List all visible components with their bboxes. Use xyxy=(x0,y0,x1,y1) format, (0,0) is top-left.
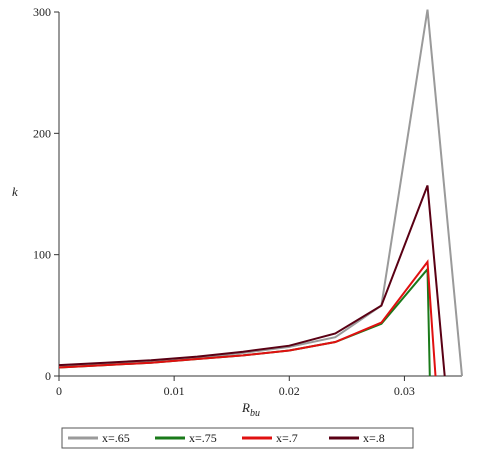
legend-label-4: x=.8 xyxy=(363,431,385,445)
series-lines xyxy=(58,9,463,377)
series-line-1 xyxy=(58,9,463,377)
x-axis-label-main: R xyxy=(241,400,250,415)
legend-box xyxy=(61,427,414,449)
legend: x=.65 x=.75 x=.7 x=.8 xyxy=(61,427,414,449)
axes xyxy=(58,12,462,377)
series-line-3 xyxy=(58,259,437,377)
x-ticks: 0 0.01 0.02 0.03 xyxy=(56,376,415,398)
legend-items: x=.65 x=.75 x=.7 x=.8 xyxy=(68,431,385,445)
x-tick-label: 0 xyxy=(56,384,62,398)
y-tick-label: 0 xyxy=(45,369,51,383)
y-ticks: 0 100 200 300 xyxy=(33,5,59,383)
series-line-2 xyxy=(58,266,431,377)
legend-label-3: x=.7 xyxy=(276,431,298,445)
x-tick-label: 0.02 xyxy=(279,384,300,398)
x-axis-label: Rbu xyxy=(241,400,260,419)
y-tick-label: 100 xyxy=(33,248,51,262)
y-axis-label: k xyxy=(12,184,18,199)
legend-label-1: x=.65 xyxy=(102,431,130,445)
x-tick-label: 0.03 xyxy=(394,384,415,398)
series-line-4 xyxy=(58,185,446,377)
y-tick-label: 300 xyxy=(33,5,51,19)
x-tick-label: 0.01 xyxy=(164,384,185,398)
y-tick-label: 200 xyxy=(33,126,51,140)
legend-label-2: x=.75 xyxy=(189,431,217,445)
x-axis-label-subscript: bu xyxy=(250,408,260,419)
